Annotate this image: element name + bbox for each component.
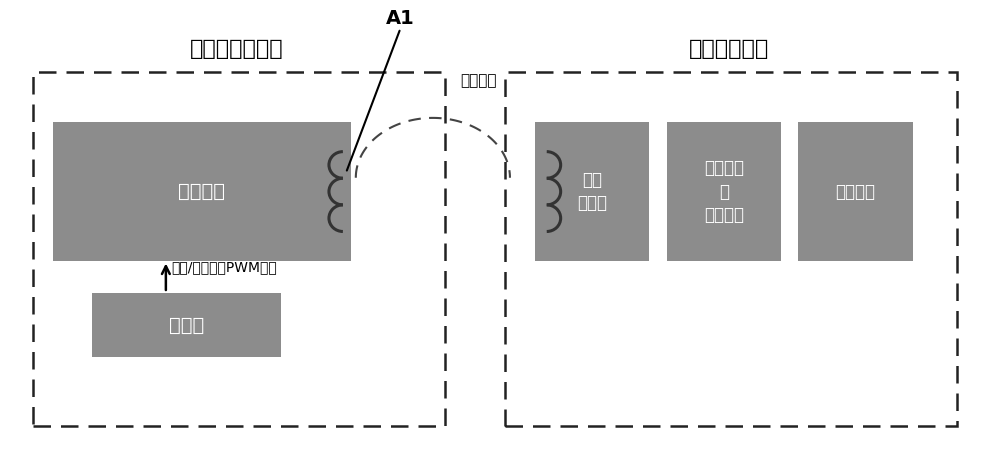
Text: 控制器: 控制器 [169,315,204,335]
Text: 电力电子变换器: 电力电子变换器 [190,39,283,59]
Text: A1: A1 [386,9,415,28]
Bar [667,123,781,260]
Bar [798,123,913,260]
Text: 磁场
传感器: 磁场 传感器 [577,171,607,212]
Text: 解调电路: 解调电路 [836,183,876,200]
Bar [33,72,445,426]
Bar [53,123,351,260]
Text: 信号调理
和
滤波电路: 信号调理 和 滤波电路 [704,159,744,224]
Bar [535,123,649,260]
Text: 信号接收电路: 信号接收电路 [689,39,769,59]
Text: 功率电路: 功率电路 [178,182,225,201]
Bar [92,293,281,357]
Text: 功率/信息复合PWM调制: 功率/信息复合PWM调制 [171,260,277,274]
Text: 近场耦合: 近场耦合 [460,74,497,89]
Bar [505,72,957,426]
